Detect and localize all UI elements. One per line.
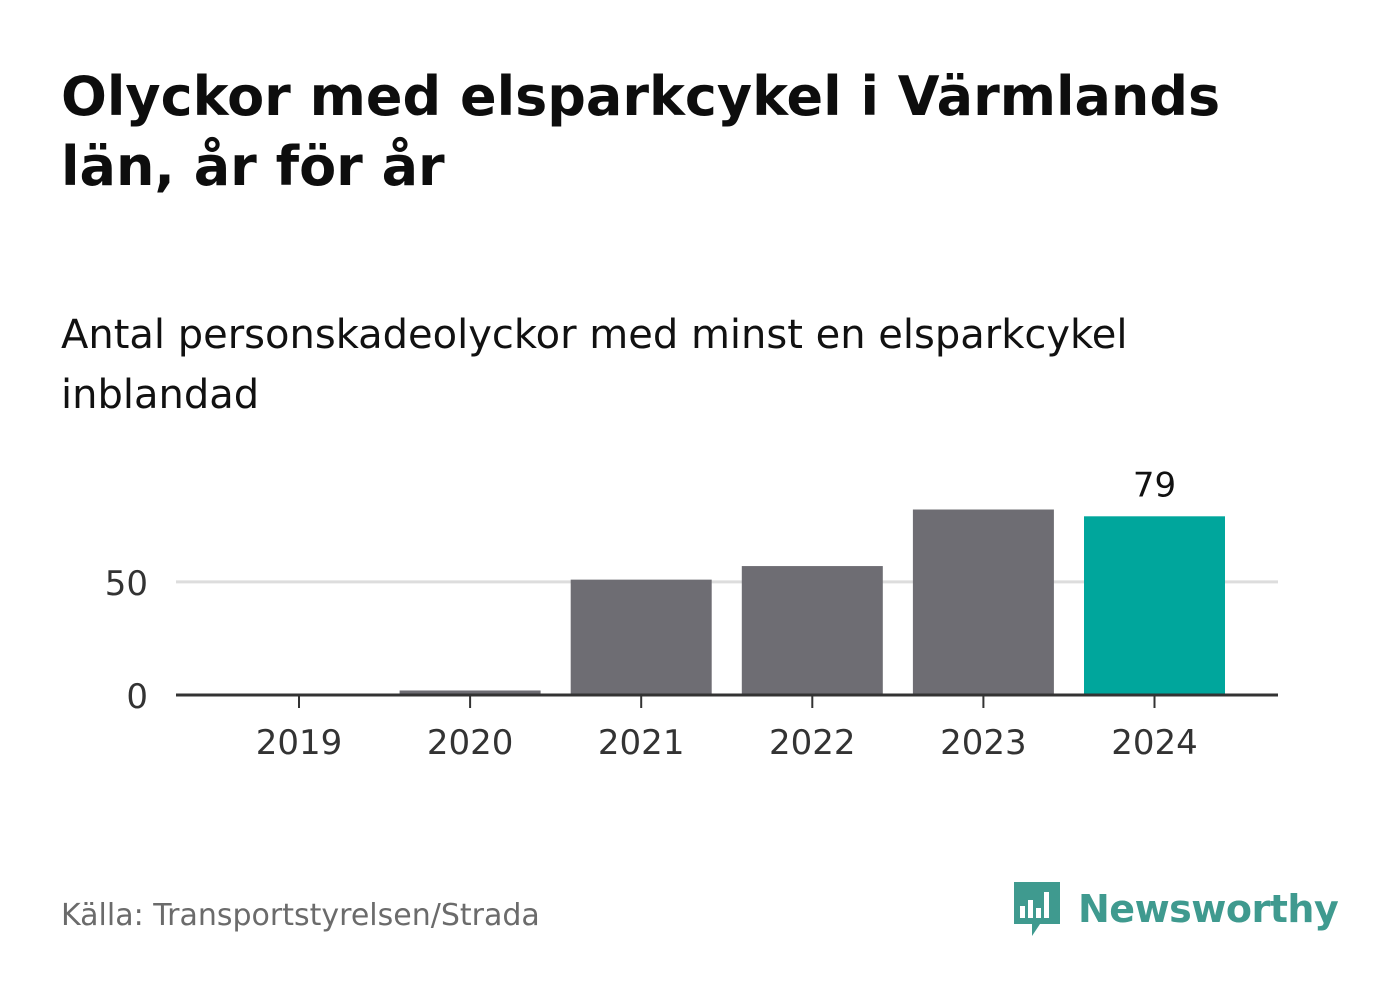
- bar: [741, 566, 883, 695]
- x-tick-label: 2019: [256, 723, 343, 763]
- newsworthy-logo-icon: [1014, 882, 1060, 936]
- chart-title: Olyckor med elsparkcykel i Värmlands län…: [61, 65, 1221, 198]
- bar: [912, 509, 1054, 695]
- data-label: 79: [1133, 465, 1176, 505]
- bar: [399, 690, 541, 695]
- bar-chart: 0 50 2019 2020 2021 2022 2023 2024 79: [105, 465, 1278, 763]
- source-note: Källa: Transportstyrelsen/Strada: [61, 898, 540, 933]
- bar: [1084, 516, 1225, 695]
- brand-logo: Newsworthy: [1010, 878, 1339, 940]
- x-tick-label: 2020: [427, 723, 514, 763]
- x-tick-label: 2024: [1111, 723, 1198, 763]
- y-tick-label: 50: [105, 564, 148, 604]
- bar: [570, 579, 712, 695]
- x-tick-label: 2021: [598, 723, 685, 763]
- chart-subtitle: Antal personskadeolyckor med minst en el…: [61, 312, 1128, 418]
- x-tick-label: 2023: [940, 723, 1027, 763]
- y-tick-label: 0: [126, 677, 148, 717]
- x-tick-label: 2022: [769, 723, 856, 763]
- brand-name: Newsworthy: [1078, 887, 1339, 931]
